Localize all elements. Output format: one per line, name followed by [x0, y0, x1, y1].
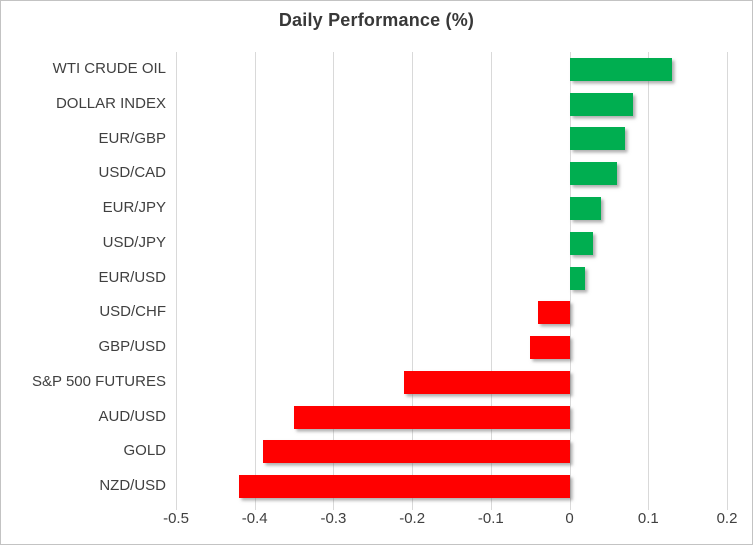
- category-label: EUR/JPY: [102, 199, 166, 217]
- category-label: GBP/USD: [98, 338, 166, 356]
- bar: [569, 231, 594, 255]
- bar: [569, 127, 625, 151]
- bar: [569, 196, 602, 220]
- category-label: GOLD: [123, 442, 166, 460]
- category-label: USD/CAD: [98, 164, 166, 182]
- gridline: [648, 52, 650, 504]
- bar: [538, 301, 570, 325]
- category-label: DOLLAR INDEX: [55, 94, 166, 112]
- x-tick-label: 0.2: [716, 510, 738, 527]
- x-tick-label: 0.1: [637, 510, 659, 527]
- x-tick-label: 0: [565, 510, 574, 527]
- category-label: AUD/USD: [98, 407, 166, 425]
- tick-mark: [727, 504, 728, 510]
- x-tick-label: -0.5: [163, 510, 189, 527]
- gridline: [490, 52, 492, 504]
- category-label: S&P 500 FUTURES: [32, 372, 166, 390]
- category-label: WTI CRUDE OIL: [52, 60, 166, 77]
- bar: [569, 266, 586, 290]
- category-axis-labels: WTI CRUDE OIL DOLLAR INDEX EUR/GBP USD/CAD E…: [1, 52, 168, 504]
- tick-mark: [569, 504, 571, 510]
- category-label: EUR/GBP: [98, 129, 166, 147]
- tick-mark: [333, 504, 335, 510]
- x-tick-label: -0.3: [320, 510, 347, 527]
- value-axis-labels: -0.5 -0.4 -0.3 -0.2 -0.1 0 0.1 0.2: [163, 510, 737, 534]
- bar: [294, 405, 570, 429]
- bar: [238, 475, 570, 499]
- category-label: USD/CHF: [99, 303, 166, 321]
- bar: [569, 92, 633, 116]
- bar: [530, 336, 570, 360]
- category-label: NZD/USD: [99, 477, 166, 495]
- x-tick-label: -0.1: [477, 510, 504, 527]
- x-tick-label: -0.2: [399, 510, 426, 527]
- gridline: [176, 52, 177, 504]
- tick-mark: [254, 504, 256, 510]
- category-label: USD/JPY: [102, 233, 166, 251]
- gridline: [333, 52, 335, 504]
- bar: [262, 440, 570, 464]
- plot-area: [176, 52, 728, 510]
- category-label: EUR/USD: [98, 268, 166, 286]
- tick-mark: [648, 504, 650, 510]
- x-tick-label: -0.4: [241, 510, 268, 527]
- gridline: [727, 52, 728, 504]
- gridline: [412, 52, 414, 504]
- bar: [404, 370, 570, 394]
- tick-mark: [176, 504, 177, 510]
- bar: [569, 162, 617, 186]
- bar: [569, 57, 672, 81]
- tick-mark: [412, 504, 414, 510]
- tick-mark: [490, 504, 492, 510]
- chart-title: Daily Performance (%): [278, 10, 475, 30]
- gridline: [254, 52, 256, 504]
